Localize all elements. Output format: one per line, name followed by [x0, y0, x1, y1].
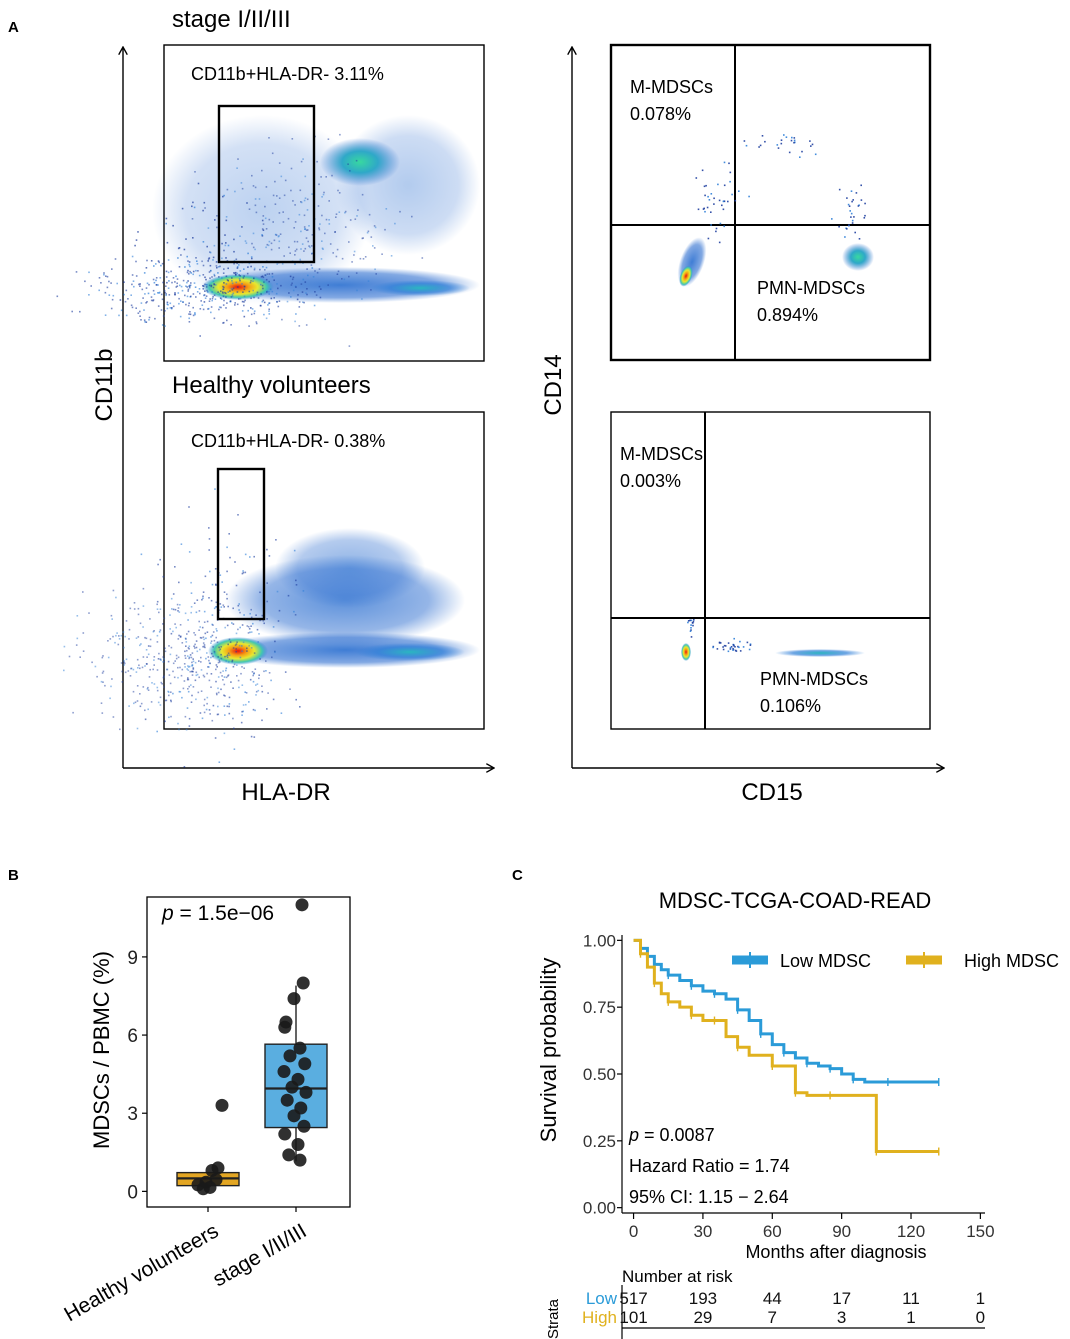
data-point: [277, 1065, 291, 1079]
risk-value: 517: [619, 1289, 647, 1308]
boxplot-y-tick-label: 9: [127, 948, 138, 969]
healthy-gate-label: CD11b+HLA-DR- 0.38%: [191, 431, 385, 451]
boxplot-y-tick-label: 0: [127, 1182, 138, 1203]
survival-y-tick-label: 0.25: [583, 1132, 616, 1151]
survival-ci: 95% CI: 1.15 − 2.64: [629, 1187, 789, 1207]
risk-value: 193: [689, 1289, 717, 1308]
stage-flow-density-plot: CD11b+HLA-DR- 3.11%: [56, 44, 485, 362]
risk-value: 44: [763, 1289, 782, 1308]
boxplot-y-tick-label: 6: [127, 1026, 138, 1047]
data-point: [278, 1020, 292, 1034]
risk-value: 3: [837, 1308, 846, 1327]
risk-value: 29: [693, 1308, 712, 1327]
stage-quadrant-plot: M-MDSCs 0.078% PMN-MDSCs 0.894%: [609, 43, 932, 362]
data-point: [280, 1093, 294, 1107]
healthy-m-mdsc-pct: 0.003%: [620, 471, 681, 491]
boxplot-frame: [146, 896, 351, 1208]
boxplot-x-label: Healthy volunteers: [60, 1219, 222, 1326]
healthy-quadrant-plot: M-MDSCs 0.003% PMN-MDSCs 0.106%: [610, 411, 931, 730]
risk-value: 0: [976, 1308, 985, 1327]
data-point: [299, 1085, 313, 1099]
risk-value: 17: [832, 1289, 851, 1308]
survival-y-tick-label: 0.50: [583, 1065, 616, 1084]
risk-value: 11: [902, 1289, 920, 1308]
stage-gate-label: CD11b+HLA-DR- 3.11%: [191, 64, 384, 84]
km-curve-high: [633, 938, 939, 1154]
data-point: [287, 1109, 301, 1123]
data-point: [298, 1057, 312, 1071]
data-point: [278, 1127, 292, 1141]
data-point: [293, 1153, 307, 1167]
cd15-axis-label: CD15: [741, 779, 802, 806]
panel-label-b: B: [8, 867, 19, 884]
risk-row-label: Low: [586, 1289, 618, 1308]
survival-hazard-ratio: Hazard Ratio = 1.74: [629, 1156, 790, 1176]
survival-y-tick-label: 0.75: [583, 998, 616, 1017]
stage-pmn-mdsc-pct: 0.894%: [757, 305, 818, 325]
survival-y-tick-label: 1.00: [583, 931, 616, 950]
cd14-axis-label: CD14: [540, 354, 567, 415]
boxplot-y-tick-label: 3: [127, 1104, 138, 1125]
survival-x-label: Months after diagnosis: [745, 1242, 926, 1262]
healthy-pmn-mdsc-pct: 0.106%: [760, 696, 821, 716]
healthy-pmn-mdsc-name: PMN-MDSCs: [760, 669, 868, 689]
legend-low-label: Low MDSC: [780, 951, 871, 971]
data-point: [282, 1148, 296, 1162]
healthy-flow-density-plot: CD11b+HLA-DR- 0.38%: [63, 411, 485, 768]
data-point: [291, 1137, 305, 1151]
healthy-m-mdsc-name: M-MDSCs: [620, 444, 703, 464]
data-point: [296, 976, 310, 990]
risk-value: 1: [976, 1289, 985, 1308]
survival-x-tick-label: 150: [966, 1222, 994, 1241]
data-point: [287, 992, 301, 1006]
risk-table-title: Number at risk: [622, 1267, 733, 1286]
stage-m-mdsc-name: M-MDSCs: [630, 77, 713, 97]
data-point: [293, 1041, 307, 1055]
data-point: [196, 1182, 210, 1196]
boxplot-chart: 0 3 6 9 p = 1.5e−06 MDSCs / PBMC (%) Health…: [60, 896, 351, 1326]
risk-row-label: High: [582, 1308, 617, 1327]
km-curve-low: [633, 938, 939, 1084]
survival-x-tick-label: 60: [763, 1222, 782, 1241]
survival-title: MDSC-TCGA-COAD-READ: [659, 888, 932, 913]
risk-value: 7: [768, 1308, 777, 1327]
boxplot-y-label: MDSCs / PBMC (%): [89, 951, 114, 1149]
survival-chart: MDSC-TCGA-COAD-READ Survival probability…: [536, 888, 1059, 1339]
stage-plot-title: stage I/II/III: [172, 6, 291, 33]
survival-y-tick-label: 0.00: [583, 1199, 616, 1218]
stage-pmn-mdsc-name: PMN-MDSCs: [757, 278, 865, 298]
hla-dr-axis-label: HLA-DR: [241, 779, 330, 806]
risk-value: 101: [619, 1308, 647, 1327]
survival-y-label: Survival probability: [536, 958, 561, 1143]
data-point: [297, 1119, 311, 1133]
survival-x-tick-label: 30: [693, 1222, 712, 1241]
data-point: [285, 1080, 299, 1094]
risk-value: 1: [906, 1308, 915, 1327]
data-point: [283, 1049, 297, 1063]
survival-p-value: p = 0.0087: [628, 1125, 715, 1145]
survival-x-tick-label: 120: [897, 1222, 925, 1241]
cd11b-axis-label: CD11b: [91, 349, 118, 422]
risk-table-strata-label: Strata: [545, 1298, 562, 1339]
survival-x-tick-label: 0: [629, 1222, 638, 1241]
stage-gate: [217, 104, 316, 264]
panel-label-c: C: [512, 867, 523, 884]
legend-high-label: High MDSC: [964, 951, 1059, 971]
healthy-plot-title: Healthy volunteers: [172, 372, 371, 399]
boxplot-p-value: p = 1.5e−06: [161, 902, 274, 925]
data-point: [215, 1098, 229, 1112]
stage-m-mdsc-pct: 0.078%: [630, 104, 691, 124]
survival-x-tick-label: 90: [832, 1222, 851, 1241]
boxplot-x-label: stage I/II/III: [209, 1219, 310, 1291]
healthy-gate: [216, 467, 266, 621]
panel-label-a: A: [8, 19, 19, 36]
survival-legend: Low MDSC High MDSC: [732, 951, 1059, 971]
data-point: [295, 898, 309, 912]
